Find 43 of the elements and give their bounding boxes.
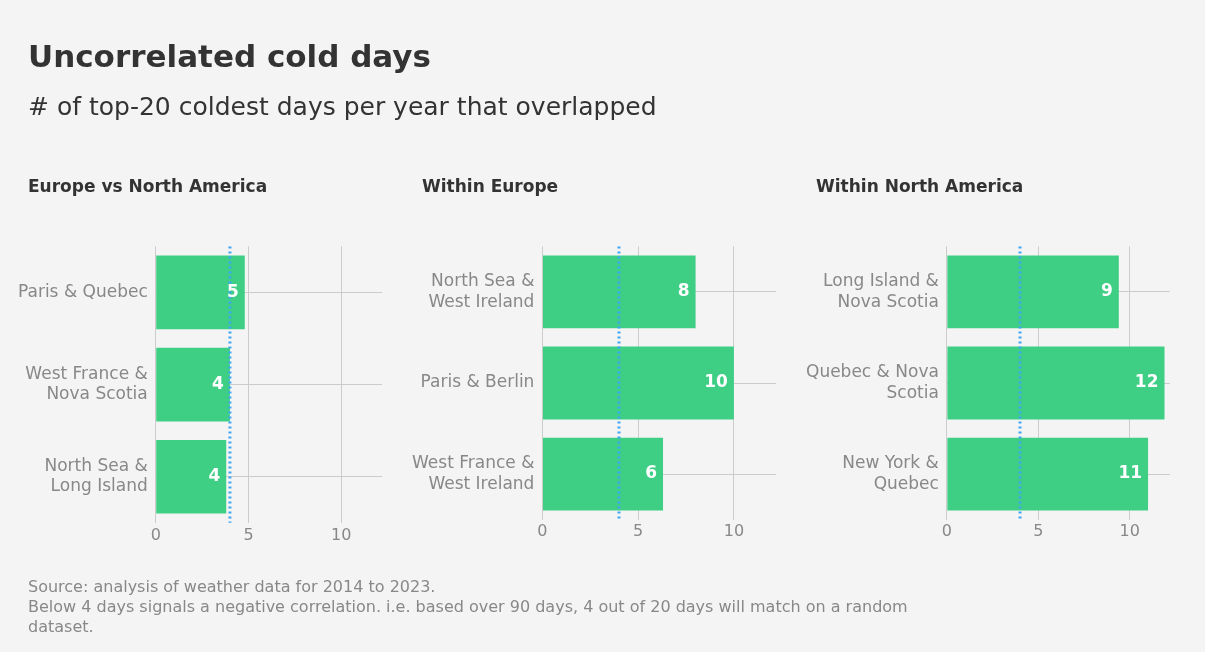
x-tick-label: 10 <box>1119 521 1140 541</box>
x-tick-label: 5 <box>243 524 254 544</box>
bar <box>542 437 664 511</box>
y-tick-label: Long Island & Nova Scotia <box>823 270 939 311</box>
y-tick-label: Paris & Quebec <box>18 280 148 301</box>
chart-title: Within Europe <box>422 176 559 196</box>
y-tick-label: New York & Quebec <box>842 452 939 493</box>
bar <box>156 439 227 514</box>
data-label: 11 <box>1118 462 1143 483</box>
data-label: 4 <box>208 465 221 486</box>
bar <box>542 346 734 420</box>
data-label: 6 <box>645 462 658 483</box>
x-tick-label: 0 <box>150 524 161 544</box>
bar <box>156 347 230 422</box>
x-tick-label: 10 <box>331 524 352 544</box>
x-tick-label: 10 <box>723 521 745 541</box>
text: # of top-20 coldest days per year that overlapped <box>28 92 657 121</box>
x-tick-label: 0 <box>537 521 548 541</box>
bar <box>542 255 696 329</box>
y-tick-label: North Sea & Long Island <box>44 454 148 496</box>
y-tick-label: Quebec & Nova Scotia <box>806 361 939 402</box>
source-note: Source: analysis of weather data for 2014 to 2023. <box>28 577 437 597</box>
data-label: 8 <box>677 280 690 301</box>
y-tick-label: Paris & Berlin <box>420 371 535 392</box>
bar <box>947 346 1165 420</box>
data-label: 9 <box>1100 280 1113 301</box>
data-label: 12 <box>1134 371 1159 392</box>
bar <box>947 255 1119 329</box>
data-label: 5 <box>226 280 239 301</box>
text: Uncorrelated cold days <box>28 38 432 74</box>
bar <box>947 437 1149 511</box>
bar <box>156 255 245 330</box>
x-tick-label: 0 <box>941 521 952 541</box>
data-label: 4 <box>212 373 225 394</box>
y-tick-label: West France & West Ireland <box>412 452 535 493</box>
text: Below 4 days signals a negative correlation. i.e. based over 90 days, 4 out of 20 days will match on a random dataset. <box>28 597 909 637</box>
y-tick-label: North Sea & West Ireland <box>428 270 535 311</box>
data-label: 10 <box>704 371 729 392</box>
y-tick-label: West France & Nova Scotia <box>25 362 148 404</box>
x-tick-label: 5 <box>633 521 644 541</box>
chart-title: Europe vs North America <box>28 176 268 196</box>
x-tick-label: 5 <box>1033 521 1044 541</box>
chart-title: Within North America <box>816 176 1024 196</box>
